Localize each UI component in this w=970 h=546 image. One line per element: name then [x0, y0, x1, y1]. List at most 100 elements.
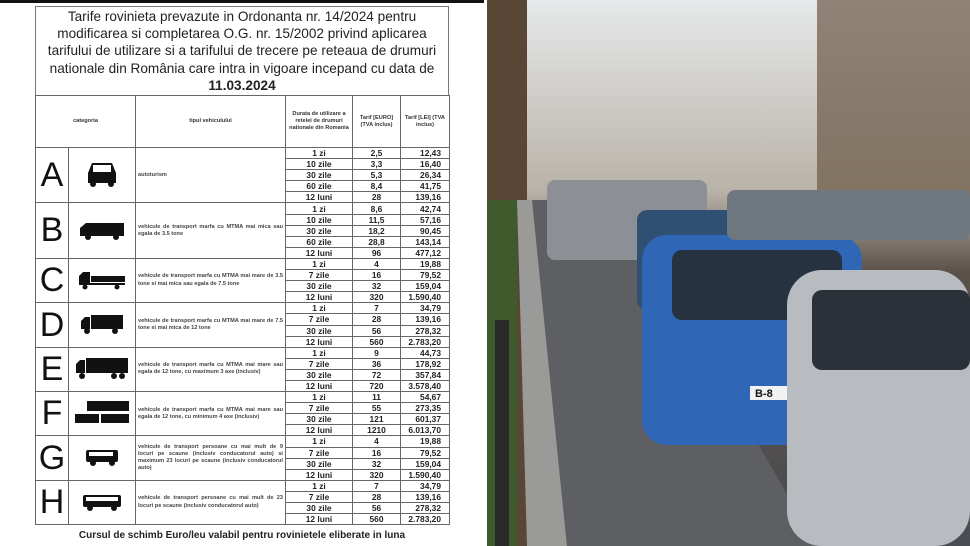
- lei-cell: 34,79: [400, 302, 450, 315]
- table-row: 60 zile 8,4 41,75: [36, 180, 450, 193]
- euro-cell: 28,8: [352, 235, 401, 248]
- plate-text: B-8: [755, 388, 773, 400]
- vehicle-type: vehicule de transport marfa cu MTMA mai …: [135, 391, 286, 437]
- duration-cell: 12 luni: [285, 335, 353, 348]
- lei-cell: 273,35: [400, 402, 450, 415]
- duration-cell: 30 zile: [285, 324, 353, 337]
- lei-cell: 2.783,20: [400, 513, 450, 526]
- curb: [517, 200, 567, 546]
- duration-cell: 1 zi: [285, 302, 353, 315]
- lei-cell: 12,43: [400, 146, 450, 160]
- tariff-table: categoria tipul vehiculului Durata de ut…: [35, 95, 450, 526]
- lei-cell: 139,16: [400, 490, 450, 504]
- euro-cell: 560: [352, 513, 401, 526]
- document-title: Tarife rovinieta prevazute in Ordonanta …: [35, 6, 449, 95]
- category-letter: E: [35, 346, 69, 393]
- duration-cell: 30 zile: [285, 413, 353, 426]
- footer-note: Cursul de schimb Euro/leu valabil pentru…: [78, 530, 406, 541]
- bus-icon: [68, 479, 136, 526]
- vehicle-type: vehicule de transport persoane cu mai mu…: [135, 435, 286, 481]
- category-letter: D: [35, 302, 69, 348]
- header-duration: Durata de utilizare a retelei de drumuri…: [285, 95, 353, 148]
- duration-cell: 10 zile: [285, 213, 353, 226]
- euro-cell: 720: [352, 379, 401, 393]
- euro-cell: 36: [352, 357, 401, 370]
- euro-cell: 560: [352, 335, 401, 348]
- duration-cell: 12 luni: [285, 513, 353, 526]
- minibus-icon: [68, 435, 136, 481]
- lei-cell: 3.578,40: [400, 379, 450, 393]
- table-row: 30 zile 121 601,37: [36, 413, 450, 426]
- euro-cell: 9: [352, 346, 401, 359]
- traffic-photo-illustration: B-8: [487, 0, 970, 546]
- euro-cell: 18,2: [352, 224, 401, 237]
- euro-cell: 121: [352, 413, 401, 426]
- category-letter: F: [35, 391, 69, 437]
- vehicle-type: autoturism: [135, 146, 286, 204]
- duration-cell: 1 zi: [285, 257, 353, 271]
- lei-cell: 19,88: [400, 435, 450, 448]
- euro-cell: 8,6: [352, 202, 401, 215]
- duration-cell: 30 zile: [285, 501, 353, 515]
- euro-cell: 32: [352, 457, 401, 470]
- vehicle-type: vehicule de transport marfa cu MTMA mai …: [135, 346, 286, 393]
- truck-trailer-icon: [68, 391, 136, 437]
- heavy-truck-icon: [68, 346, 136, 393]
- duration-cell: 7 zile: [285, 490, 353, 504]
- header-vehicle-type: tipul vehiculului: [135, 95, 286, 148]
- lei-cell: 90,45: [400, 224, 450, 237]
- table-row: 12 luni 28 139,16: [36, 191, 450, 204]
- euro-cell: 16: [352, 269, 401, 282]
- category-letter: G: [35, 435, 69, 481]
- table-row: 10 zile 3,3 16,40: [36, 158, 450, 171]
- table-row: 30 zile 32 159,04: [36, 280, 450, 293]
- header-lei: Tarif [LEI] (TVA inclus): [400, 95, 450, 148]
- lei-cell: 42,74: [400, 202, 450, 215]
- lei-cell: 477,12: [400, 246, 450, 259]
- category-letter: C: [35, 257, 69, 304]
- euro-cell: 72: [352, 368, 401, 381]
- euro-cell: 4: [352, 257, 401, 271]
- traffic-jam-photo: B-8: [487, 0, 970, 546]
- euro-cell: 55: [352, 402, 401, 415]
- table-row: 12 luni 96 477,12: [36, 246, 450, 259]
- lei-cell: 1.590,40: [400, 468, 450, 481]
- euro-cell: 16: [352, 446, 401, 459]
- euro-cell: 320: [352, 468, 401, 481]
- lei-cell: 6.013,70: [400, 424, 450, 437]
- duration-cell: 1 zi: [285, 202, 353, 215]
- euro-cell: 320: [352, 291, 401, 304]
- light-truck-icon: [68, 257, 136, 304]
- lei-cell: 159,04: [400, 457, 450, 470]
- duration-cell: 1 zi: [285, 479, 353, 492]
- table-row: 30 zile 32 159,04: [36, 457, 450, 470]
- vehicle-type: vehicule de transport persoane cu mai mu…: [135, 479, 286, 526]
- vehicle-type: vehicule de transport marfa cu MTMA mai …: [135, 202, 286, 259]
- tariff-document: Tarife rovinieta prevazute in Ordonanta …: [0, 0, 484, 546]
- truck-icon: [68, 302, 136, 348]
- car-icon: [68, 146, 136, 204]
- lei-cell: 278,32: [400, 324, 450, 337]
- euro-cell: 2,5: [352, 146, 401, 160]
- title-text: Tarife rovinieta prevazute in Ordonanta …: [47, 9, 437, 76]
- table-row: 12 luni 1210 6.013,70: [36, 424, 450, 437]
- duration-cell: 1 zi: [285, 346, 353, 359]
- duration-cell: 12 luni: [285, 291, 353, 304]
- lei-cell: 34,79: [400, 479, 450, 492]
- duration-cell: 10 zile: [285, 158, 353, 171]
- duration-cell: 30 zile: [285, 280, 353, 293]
- lei-cell: 44,73: [400, 346, 450, 359]
- lei-cell: 16,40: [400, 158, 450, 171]
- duration-cell: 60 zile: [285, 235, 353, 248]
- windshield: [812, 290, 970, 370]
- duration-cell: 30 zile: [285, 169, 353, 182]
- duration-cell: 30 zile: [285, 457, 353, 470]
- divider: [484, 0, 487, 546]
- duration-cell: 7 zile: [285, 446, 353, 459]
- duration-cell: 1 zi: [285, 146, 353, 160]
- vehicle-type: vehicule de transport marfa cu MTMA mai …: [135, 302, 286, 348]
- duration-cell: 1 zi: [285, 435, 353, 448]
